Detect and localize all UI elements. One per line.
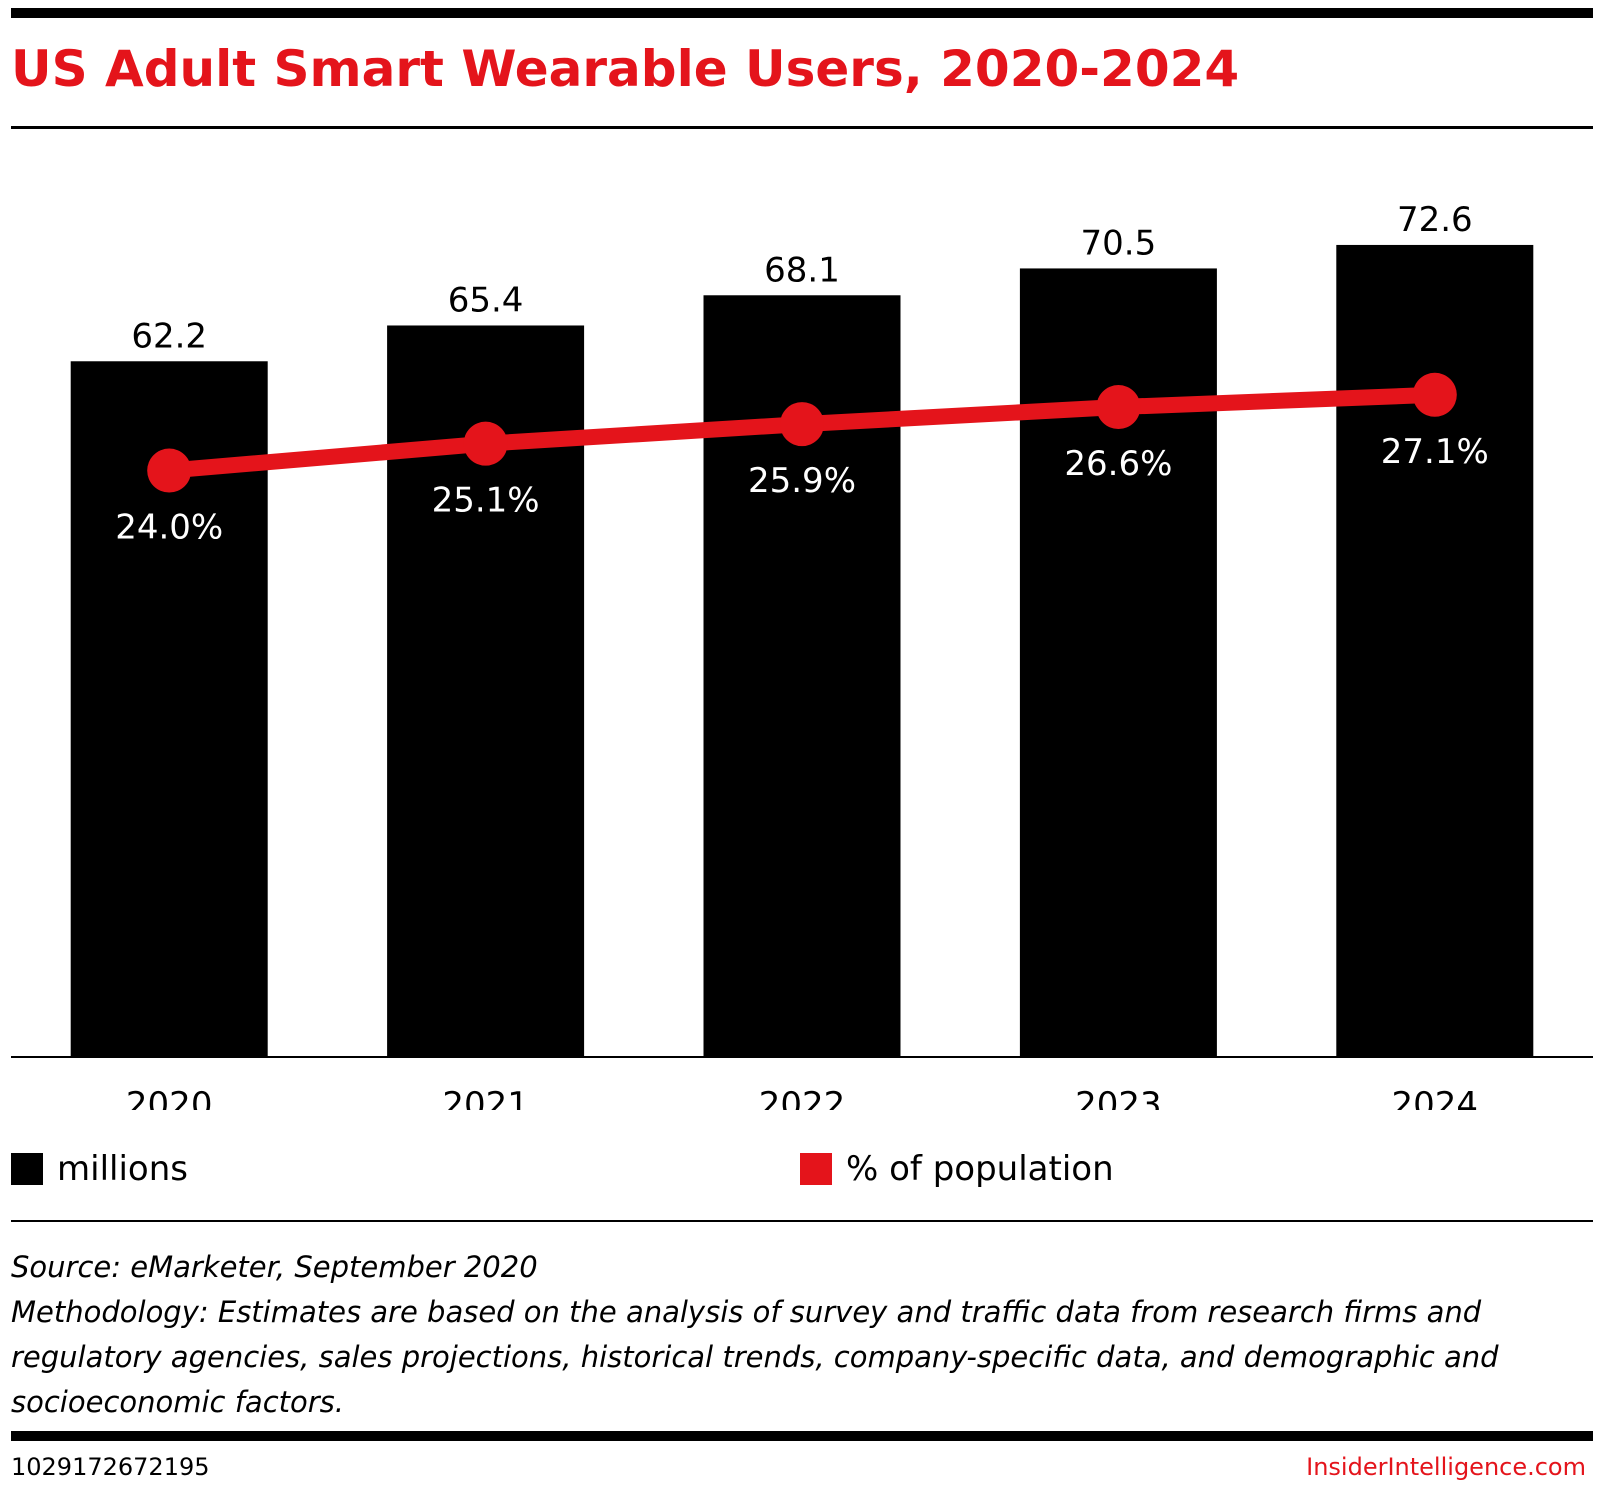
population-point-2022 bbox=[780, 402, 824, 447]
population-value-label-2021: 25.1% bbox=[432, 481, 540, 521]
source-note: Source: eMarketer, September 2020 bbox=[11, 1250, 538, 1284]
population-point-2020 bbox=[147, 448, 192, 493]
x-tick-label-2023: 2023 bbox=[1075, 1085, 1162, 1110]
bar-value-label-2024: 72.6 bbox=[1397, 200, 1473, 240]
bars-group bbox=[70, 244, 1534, 1058]
bar-2024 bbox=[1336, 244, 1534, 1057]
population-value-label-2022: 25.9% bbox=[748, 461, 856, 501]
population-value-label-2023: 26.6% bbox=[1064, 444, 1172, 484]
population-point-2024 bbox=[1412, 372, 1457, 417]
x-tick-label-2021: 2021 bbox=[442, 1085, 529, 1110]
brand-link[interactable]: InsiderIntelligence.com bbox=[1306, 1453, 1586, 1481]
legend-swatch-population bbox=[800, 1153, 832, 1185]
legend-millions: millions bbox=[11, 1148, 188, 1190]
bar-value-label-2022: 68.1 bbox=[764, 250, 840, 290]
bottom-rule bbox=[11, 1431, 1593, 1441]
legend-swatch-millions bbox=[11, 1153, 43, 1185]
bar-value-label-2023: 70.5 bbox=[1081, 223, 1157, 263]
population-value-label-2024: 27.1% bbox=[1381, 432, 1489, 472]
legend-label-population: % of population bbox=[846, 1149, 1114, 1189]
chart-title: US Adult Smart Wearable Users, 2020-2024 bbox=[11, 40, 1240, 98]
population-point-2021 bbox=[463, 421, 508, 466]
legend-label-millions: millions bbox=[57, 1149, 188, 1189]
source-divider bbox=[11, 1220, 1593, 1222]
methodology-note: Methodology: Estimates are based on the … bbox=[11, 1295, 1499, 1419]
chart-id: 1029172672195 bbox=[11, 1453, 210, 1481]
labels-group: 62.2 2020 65.4 2021 68.1 2022 70.5 2023 72.6 2024… bbox=[115, 200, 1489, 1110]
legend-population: % of population bbox=[800, 1148, 1114, 1190]
population-point-2023 bbox=[1096, 385, 1141, 430]
chart-area: 62.2 2020 65.4 2021 68.1 2022 70.5 2023 72.6 2024… bbox=[11, 200, 1593, 1110]
population-value-label-2020: 24.0% bbox=[115, 508, 223, 548]
x-tick-label-2020: 2020 bbox=[126, 1085, 213, 1110]
x-tick-label-2024: 2024 bbox=[1392, 1085, 1479, 1110]
title-divider bbox=[11, 126, 1593, 129]
x-tick-label-2022: 2022 bbox=[759, 1085, 846, 1110]
bar-value-label-2020: 62.2 bbox=[131, 316, 207, 356]
top-rule bbox=[11, 8, 1593, 18]
bar-value-label-2021: 65.4 bbox=[448, 280, 524, 320]
population-line-group bbox=[147, 372, 1457, 493]
